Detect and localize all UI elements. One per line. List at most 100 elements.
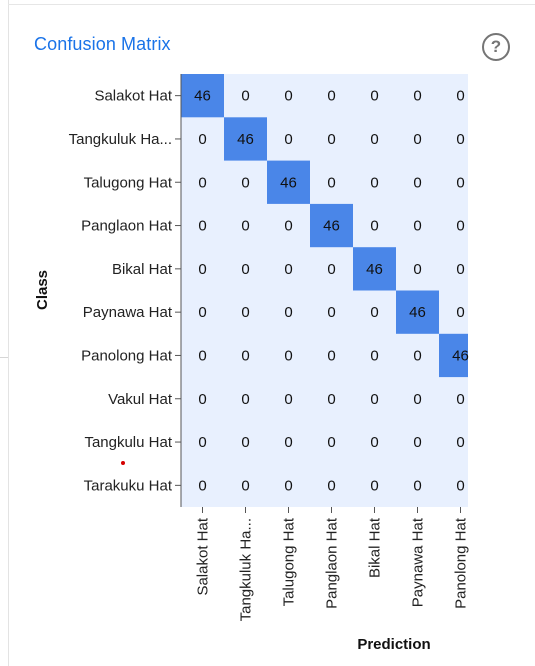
cell-value: 0 xyxy=(327,304,335,321)
matrix-cell xyxy=(310,203,353,248)
cell-value: 0 xyxy=(413,434,421,451)
cell-value: 0 xyxy=(456,261,464,278)
x-tick-label: Tangkuluk Ha... xyxy=(238,518,255,621)
x-tick-label: Salakot Hat xyxy=(195,517,212,595)
cell-value: 0 xyxy=(284,477,292,494)
y-tick-label: Talugong Hat xyxy=(84,174,173,191)
cell-value: 0 xyxy=(413,347,421,364)
y-tick-label: Bikal Hat xyxy=(112,261,173,278)
y-tick-label: Tarakuku Hat xyxy=(84,477,173,494)
x-tick-labels: Salakot Hat Tangkuluk Ha... Talugong Hat Pa… xyxy=(195,507,470,621)
cell-value: 0 xyxy=(413,174,421,191)
cell-value: 0 xyxy=(198,477,206,494)
y-tick-label: Paynawa Hat xyxy=(83,304,173,321)
x-tick-label: Panglaon Hat xyxy=(324,517,341,609)
x-tick-label: Bikal Hat xyxy=(367,517,384,578)
y-tick-label: Vakul Hat xyxy=(108,391,173,408)
chart-title: Confusion Matrix xyxy=(34,34,171,54)
cell-value: 0 xyxy=(456,218,464,235)
cell-value: 0 xyxy=(413,261,421,278)
cell-value: 0 xyxy=(241,391,249,408)
matrix-cell xyxy=(181,74,224,118)
panel-left-border xyxy=(8,0,9,666)
cell-value: 0 xyxy=(241,218,249,235)
y-tick-label: Tangkuluk Ha... xyxy=(69,131,172,148)
cell-value: 0 xyxy=(284,304,292,321)
cell-value: 0 xyxy=(413,477,421,494)
cell-value: 0 xyxy=(456,88,464,105)
y-axis-title: Class xyxy=(34,270,51,310)
cell-value: 0 xyxy=(284,261,292,278)
matrix-cell xyxy=(267,160,310,204)
cell-value: 0 xyxy=(456,304,464,321)
cell-value: 0 xyxy=(456,174,464,191)
matrix-cell xyxy=(396,290,439,334)
cell-value: 0 xyxy=(284,88,292,105)
cell-value: 0 xyxy=(198,304,206,321)
cell-value: 0 xyxy=(198,131,206,148)
cell-value: 0 xyxy=(241,434,249,451)
cell-value: 0 xyxy=(370,174,378,191)
matrix-cell xyxy=(224,117,267,161)
cell-value: 0 xyxy=(284,434,292,451)
cell-value: 46 xyxy=(409,304,426,321)
cell-value: 0 xyxy=(198,391,206,408)
y-tick-labels: Salakot Hat Tangkuluk Ha... Talugong Hat Pa… xyxy=(69,88,181,494)
cell-value: 46 xyxy=(452,347,469,364)
cell-value: 46 xyxy=(280,174,297,191)
y-tick-label: Salakot Hat xyxy=(94,88,172,105)
cell-value: 0 xyxy=(370,218,378,235)
cell-value: 0 xyxy=(198,174,206,191)
cell-value: 0 xyxy=(370,131,378,148)
cell-value: 0 xyxy=(327,174,335,191)
cell-value: 0 xyxy=(241,88,249,105)
x-axis-title: Prediction xyxy=(357,636,430,653)
cell-value: 0 xyxy=(370,304,378,321)
cell-value: 0 xyxy=(241,477,249,494)
cell-value: 0 xyxy=(413,131,421,148)
x-tick-label: Panolong Hat xyxy=(453,517,470,609)
cell-value: 0 xyxy=(370,391,378,408)
help-circle-icon[interactable]: ? xyxy=(482,33,510,61)
cell-value: 0 xyxy=(241,304,249,321)
cell-value: 46 xyxy=(323,218,340,235)
panel-top-border xyxy=(8,4,535,5)
cell-value: 0 xyxy=(241,347,249,364)
cell-value: 0 xyxy=(413,391,421,408)
panel-side-divider xyxy=(0,357,8,358)
matrix-cell xyxy=(353,247,396,291)
cell-value: 0 xyxy=(327,88,335,105)
cell-value: 0 xyxy=(370,88,378,105)
cell-value: 0 xyxy=(456,477,464,494)
cell-value: 0 xyxy=(370,347,378,364)
cell-value: 0 xyxy=(284,391,292,408)
cell-value: 0 xyxy=(198,261,206,278)
matrix-cells: 46 0 0 0 0 0 0 0 46 0 0 0 0 0 0 0 46 0 0 0 0 0 0 0 46 0 0 0 0 0 0 0 46 0 0… xyxy=(181,74,469,507)
cell-value: 0 xyxy=(327,477,335,494)
cell-value: 46 xyxy=(366,261,383,278)
x-tick-label: Talugong Hat xyxy=(281,517,298,606)
cell-value: 0 xyxy=(456,391,464,408)
x-tick-label: Paynawa Hat xyxy=(410,517,427,607)
cell-value: 0 xyxy=(241,261,249,278)
cell-value: 0 xyxy=(456,131,464,148)
cell-value: 0 xyxy=(456,434,464,451)
y-tick-label: Panglaon Hat xyxy=(81,218,173,235)
matrix-cell xyxy=(439,333,468,378)
cell-value: 46 xyxy=(194,88,211,105)
cell-value: 0 xyxy=(284,131,292,148)
cell-value: 0 xyxy=(241,174,249,191)
y-tick-label: Panolong Hat xyxy=(81,347,173,364)
cell-value: 0 xyxy=(413,218,421,235)
cell-value: 0 xyxy=(327,261,335,278)
cell-value: 0 xyxy=(413,88,421,105)
cell-value: 0 xyxy=(327,131,335,148)
cell-value: 0 xyxy=(370,477,378,494)
cell-value: 0 xyxy=(198,347,206,364)
cell-value: 0 xyxy=(327,391,335,408)
cell-value: 0 xyxy=(284,218,292,235)
cell-value: 46 xyxy=(237,131,254,148)
cell-value: 0 xyxy=(370,434,378,451)
y-tick-label: Tangkulu Hat xyxy=(84,434,172,451)
